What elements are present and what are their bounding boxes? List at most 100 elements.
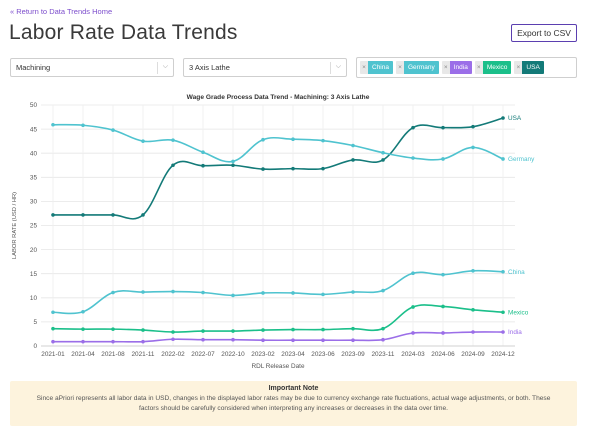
select-divider xyxy=(157,62,158,74)
chevron-down-icon: ⌵ xyxy=(335,63,341,70)
data-point-india xyxy=(261,338,265,343)
remove-icon[interactable]: × xyxy=(516,64,521,71)
data-point-china xyxy=(51,310,55,315)
data-point-usa xyxy=(231,163,235,168)
page-title: Labor Rate Data Trends xyxy=(9,21,238,44)
data-point-india xyxy=(441,331,445,335)
data-point-mexico xyxy=(231,329,235,333)
data-point-germany xyxy=(381,150,385,155)
data-point-germany xyxy=(231,159,235,164)
data-point-mexico xyxy=(81,327,85,331)
x-tick-label: 2023-11 xyxy=(372,351,395,358)
series-end-label-usa: USA xyxy=(508,115,522,122)
series-line-germany xyxy=(52,123,504,163)
data-point-usa xyxy=(291,166,295,171)
data-point-china xyxy=(411,271,415,276)
series-end-label-india: India xyxy=(508,329,522,336)
data-point-germany xyxy=(81,123,85,128)
data-point-india xyxy=(291,338,295,343)
machine-select[interactable]: 3 Axis Lathe ⌵ xyxy=(183,58,347,77)
remove-icon[interactable]: × xyxy=(362,64,366,71)
data-point-mexico xyxy=(471,308,475,312)
y-tick-label: 5 xyxy=(33,319,37,326)
data-point-mexico xyxy=(321,327,325,332)
data-point-mexico xyxy=(351,326,355,331)
series-line-mexico xyxy=(52,304,504,333)
country-chip-germany: × Germany xyxy=(395,61,439,74)
data-point-mexico xyxy=(441,304,445,309)
y-tick-label: 0 xyxy=(33,343,37,350)
data-point-usa xyxy=(141,213,145,217)
data-point-mexico xyxy=(111,327,115,331)
remove-icon[interactable]: × xyxy=(443,64,448,71)
data-point-india xyxy=(501,330,505,334)
data-point-india xyxy=(111,339,115,344)
data-point-germany xyxy=(201,150,205,155)
data-point-germany xyxy=(351,143,355,148)
return-to-data-trends-home-link[interactable]: « Return to Data Trends Home xyxy=(10,7,113,16)
data-point-china xyxy=(501,269,505,274)
x-tick-label: 2024-09 xyxy=(461,351,485,358)
series-line-india xyxy=(52,331,504,343)
remove-icon[interactable]: × xyxy=(398,64,402,71)
x-tick-label: 2024-03 xyxy=(401,351,425,358)
data-point-india xyxy=(411,331,415,335)
data-point-india xyxy=(81,339,85,344)
series-end-label-germany: Germany xyxy=(508,156,535,163)
data-point-china xyxy=(141,290,145,294)
data-point-india xyxy=(171,337,175,342)
chevron-down-icon: ⌵ xyxy=(162,63,168,70)
data-point-germany xyxy=(171,138,175,142)
data-point-germany xyxy=(111,128,115,132)
country-chip-india: × India xyxy=(441,61,472,74)
x-tick-label: 2021-11 xyxy=(132,351,155,358)
important-note: Important Note Since aPriori represents … xyxy=(10,381,577,426)
data-point-china xyxy=(231,293,235,298)
data-point-germany xyxy=(321,138,325,143)
data-point-china xyxy=(171,289,175,294)
y-tick-label: 45 xyxy=(30,126,38,133)
data-point-usa xyxy=(51,213,55,217)
y-tick-label: 50 xyxy=(30,102,38,109)
data-point-usa xyxy=(411,125,415,130)
x-tick-label: 2023-06 xyxy=(311,351,335,358)
series-end-label-mexico: Mexico xyxy=(508,309,529,316)
x-tick-label: 2023-04 xyxy=(281,351,305,358)
country-chip-label: India xyxy=(449,61,472,74)
export-to-csv-button[interactable]: Export to CSV xyxy=(511,24,577,42)
data-point-usa xyxy=(351,158,355,162)
data-point-india xyxy=(321,338,325,343)
y-tick-label: 25 xyxy=(30,223,38,230)
y-tick-label: 30 xyxy=(30,199,38,206)
data-point-mexico xyxy=(381,326,385,331)
process-select[interactable]: Machining ⌵ xyxy=(10,58,174,77)
data-point-usa xyxy=(321,166,325,171)
data-point-germany xyxy=(261,137,265,142)
data-point-india xyxy=(201,337,205,342)
x-tick-label: 2024-06 xyxy=(431,351,455,358)
series-line-usa xyxy=(53,117,504,220)
data-point-mexico xyxy=(291,327,295,332)
country-multiselect[interactable]: × China × Germany × India × Mexico × USA xyxy=(356,57,577,78)
data-point-china xyxy=(291,291,295,295)
data-point-germany xyxy=(411,156,415,160)
data-point-india xyxy=(231,337,235,342)
data-point-germany xyxy=(291,137,295,142)
labor-rate-line-chart: Wage Grade Process Data Trend - Machinin… xyxy=(12,94,535,370)
data-point-usa xyxy=(501,116,505,120)
x-tick-label: 2021-08 xyxy=(101,351,125,358)
country-chip-label: China xyxy=(368,61,393,74)
data-point-usa xyxy=(261,167,265,171)
country-chip-mexico: × Mexico xyxy=(474,61,512,74)
chart-title: Wage Grade Process Data Trend - Machinin… xyxy=(187,94,370,101)
country-chip-label: USA xyxy=(522,61,544,74)
data-point-india xyxy=(381,337,385,342)
data-point-mexico xyxy=(501,310,505,315)
data-point-mexico xyxy=(411,305,415,309)
remove-icon[interactable]: × xyxy=(476,64,481,71)
x-axis-label: RDL Release Date xyxy=(251,363,304,370)
y-tick-label: 20 xyxy=(30,247,38,254)
data-point-china xyxy=(111,290,115,295)
x-tick-label: 2022-10 xyxy=(221,351,245,358)
data-point-germany xyxy=(471,145,475,150)
